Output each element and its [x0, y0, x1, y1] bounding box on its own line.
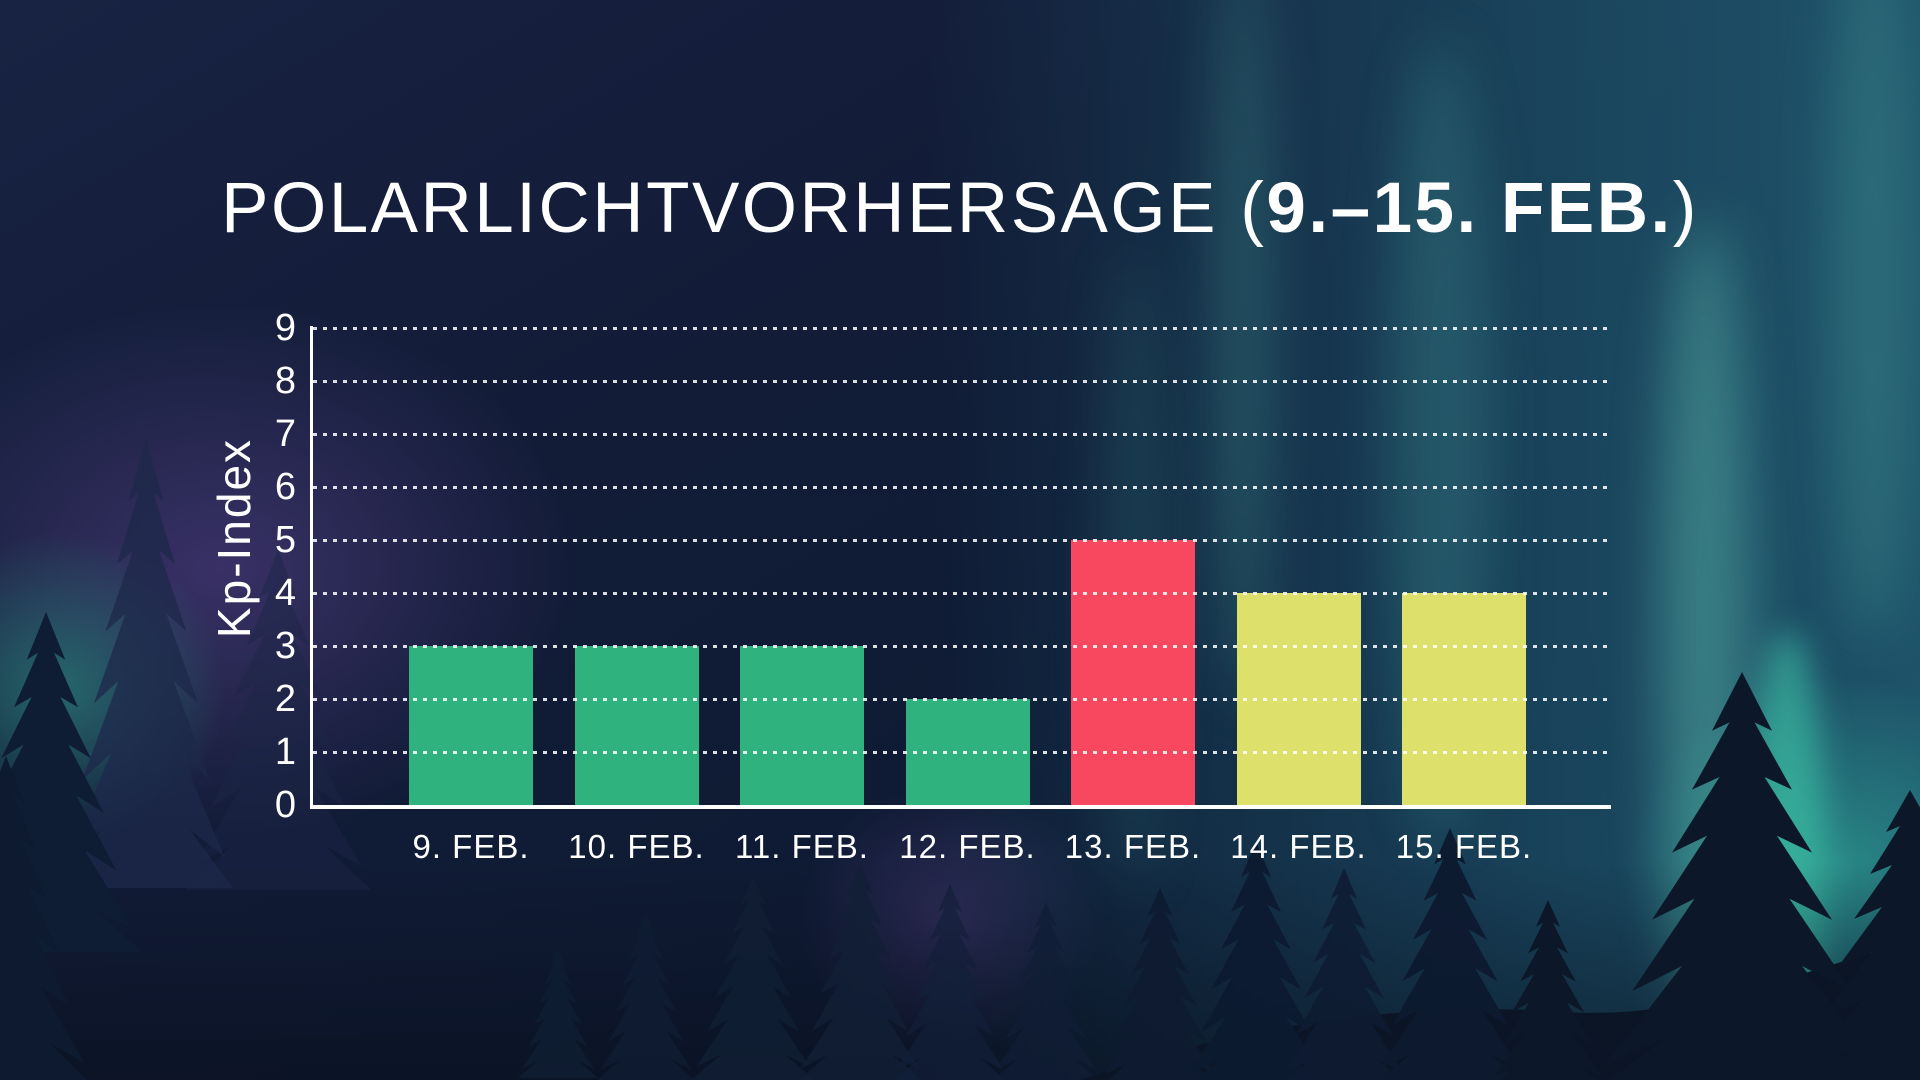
y-gridline-3	[313, 645, 1610, 648]
x-label-12-feb: 12. FEB.	[899, 828, 1036, 865]
bar-9-feb	[409, 646, 533, 805]
y-tick-0: 0	[274, 784, 296, 826]
title-date-range: 9.–15. FEB.	[1266, 169, 1673, 248]
title-suffix: )	[1672, 169, 1699, 248]
y-gridline-4	[313, 592, 1610, 595]
page-title: POLARLICHTVORHERSAGE (9.–15. FEB.)	[0, 168, 1920, 249]
y-gridline-9	[313, 327, 1610, 330]
y-tick-3: 3	[274, 625, 296, 667]
y-gridline-1	[313, 751, 1610, 754]
y-gridline-6	[313, 486, 1610, 489]
y-tick-6: 6	[274, 466, 296, 508]
x-label-14-feb: 14. FEB.	[1230, 828, 1367, 865]
y-gridline-7	[313, 433, 1610, 436]
x-label-9-feb: 9. FEB.	[412, 828, 530, 865]
y-gridline-8	[313, 380, 1610, 383]
y-gridline-2	[313, 698, 1610, 701]
bar-13-feb	[1071, 540, 1195, 805]
y-tick-8: 8	[274, 360, 296, 402]
y-tick-1: 1	[274, 731, 296, 773]
y-tick-9: 9	[274, 307, 296, 349]
y-tick-7: 7	[274, 413, 296, 455]
y-gridline-5	[313, 539, 1610, 542]
title-prefix: POLARLICHTVORHERSAGE (	[221, 169, 1267, 248]
x-label-10-feb: 10. FEB.	[568, 828, 705, 865]
y-axis-line	[310, 326, 313, 808]
x-axis-line	[310, 805, 1611, 809]
y-tick-4: 4	[274, 572, 296, 614]
x-label-11-feb: 11. FEB.	[735, 828, 869, 865]
x-label-13-feb: 13. FEB.	[1064, 828, 1202, 865]
y-tick-2: 2	[274, 678, 296, 720]
y-tick-5: 5	[274, 519, 296, 561]
x-label-15-feb: 15. FEB.	[1395, 828, 1533, 865]
bar-10-feb	[574, 646, 699, 805]
bar-11-feb	[740, 646, 864, 805]
